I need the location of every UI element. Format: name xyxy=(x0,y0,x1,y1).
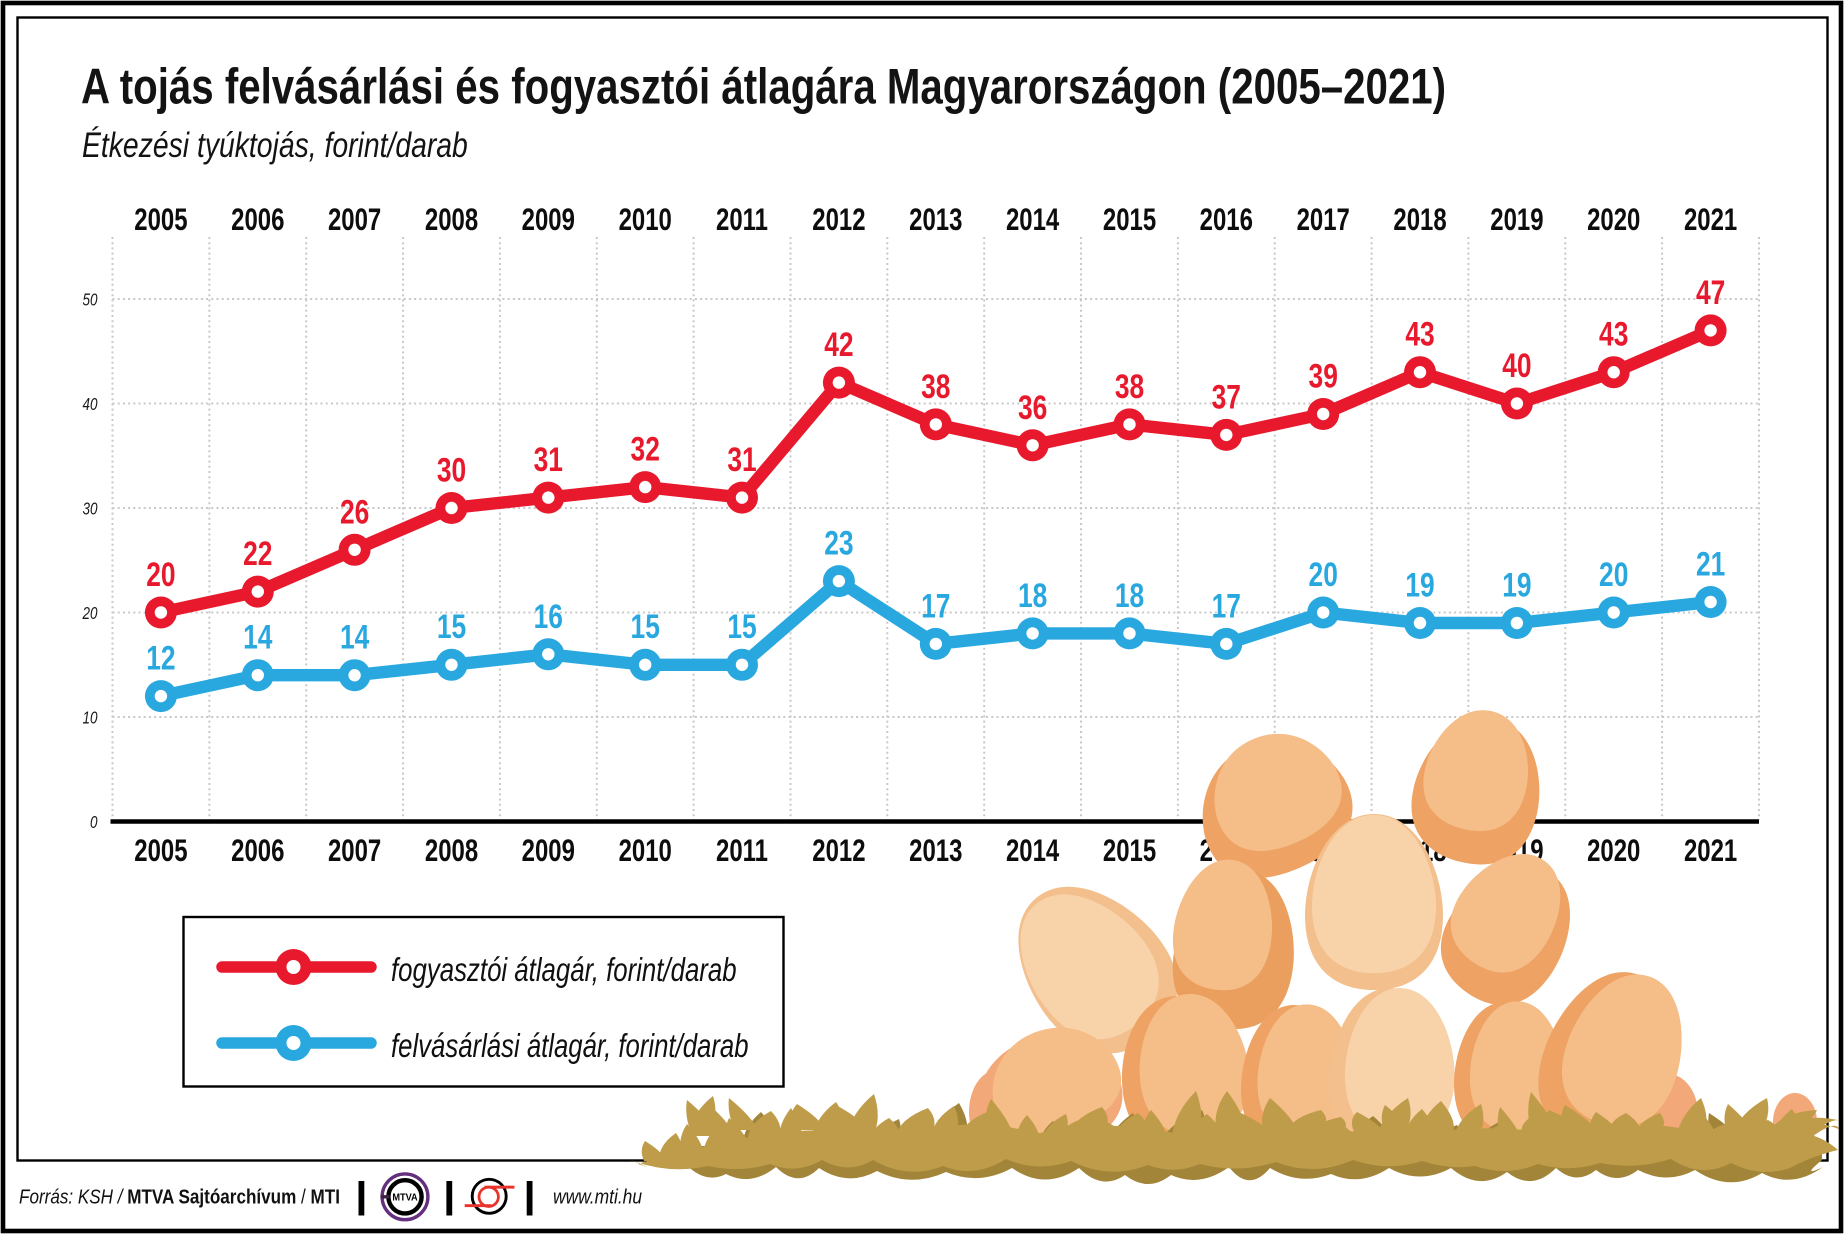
svg-text:felvásárlási átlagár, forint/d: felvásárlási átlagár, forint/darab xyxy=(391,1028,749,1065)
svg-text:0: 0 xyxy=(90,813,98,832)
svg-text:2020: 2020 xyxy=(1587,202,1640,237)
svg-text:22: 22 xyxy=(243,536,272,573)
svg-text:A tojás felvásárlási és fogyas: A tojás felvásárlási és fogyasztói átlag… xyxy=(81,58,1446,114)
svg-text:18: 18 xyxy=(1018,578,1047,615)
svg-text:40: 40 xyxy=(1502,348,1531,385)
svg-text:2006: 2006 xyxy=(231,202,284,237)
svg-text:2010: 2010 xyxy=(619,833,672,868)
svg-text:31: 31 xyxy=(534,442,563,479)
svg-text:2010: 2010 xyxy=(619,202,672,237)
svg-text:30: 30 xyxy=(437,453,466,490)
svg-text:2018: 2018 xyxy=(1393,202,1446,237)
svg-text:2012: 2012 xyxy=(812,833,865,868)
svg-text:www.mti.hu: www.mti.hu xyxy=(553,1186,642,1209)
svg-text:15: 15 xyxy=(437,609,466,646)
svg-text:2009: 2009 xyxy=(522,833,575,868)
svg-text:2015: 2015 xyxy=(1103,202,1156,237)
svg-text:MTVA: MTVA xyxy=(392,1192,417,1203)
svg-text:2011: 2011 xyxy=(716,202,768,237)
svg-text:2017: 2017 xyxy=(1297,202,1350,237)
svg-text:19: 19 xyxy=(1502,568,1531,605)
svg-text:2020: 2020 xyxy=(1587,833,1640,868)
svg-text:38: 38 xyxy=(921,369,950,406)
svg-text:2014: 2014 xyxy=(1006,202,1060,237)
svg-text:32: 32 xyxy=(631,432,660,469)
svg-text:2007: 2007 xyxy=(328,202,381,237)
svg-text:Étkezési tyúktojás, forint/dar: Étkezési tyúktojás, forint/darab xyxy=(82,125,468,165)
svg-text:2021: 2021 xyxy=(1684,833,1737,868)
svg-text:31: 31 xyxy=(727,442,756,479)
svg-text:2013: 2013 xyxy=(909,202,962,237)
svg-text:39: 39 xyxy=(1309,359,1338,396)
svg-text:43: 43 xyxy=(1599,317,1628,354)
svg-text:15: 15 xyxy=(727,609,756,646)
svg-text:38: 38 xyxy=(1115,369,1144,406)
svg-text:42: 42 xyxy=(824,327,853,364)
svg-text:23: 23 xyxy=(824,526,853,563)
svg-text:2007: 2007 xyxy=(328,833,381,868)
svg-text:40: 40 xyxy=(82,395,97,414)
svg-text:30: 30 xyxy=(82,500,97,519)
svg-text:20: 20 xyxy=(1309,557,1338,594)
svg-text:26: 26 xyxy=(340,494,369,531)
svg-text:19: 19 xyxy=(1405,568,1434,605)
svg-text:2006: 2006 xyxy=(231,833,284,868)
svg-text:20: 20 xyxy=(82,604,98,623)
svg-text:37: 37 xyxy=(1212,379,1241,416)
svg-text:2016: 2016 xyxy=(1200,202,1253,237)
svg-text:2011: 2011 xyxy=(716,833,768,868)
svg-text:2005: 2005 xyxy=(134,833,187,868)
svg-text:2008: 2008 xyxy=(425,833,478,868)
svg-text:20: 20 xyxy=(146,557,175,594)
svg-text:2019: 2019 xyxy=(1490,202,1543,237)
svg-text:fogyasztói átlagár, forint/dar: fogyasztói átlagár, forint/darab xyxy=(391,952,737,989)
svg-text:14: 14 xyxy=(243,620,272,657)
svg-text:17: 17 xyxy=(921,588,950,625)
svg-text:2013: 2013 xyxy=(909,833,962,868)
svg-text:2015: 2015 xyxy=(1103,833,1156,868)
svg-text:21: 21 xyxy=(1696,547,1725,584)
svg-text:50: 50 xyxy=(82,291,97,310)
svg-text:47: 47 xyxy=(1696,275,1725,312)
svg-text:15: 15 xyxy=(631,609,660,646)
svg-text:2008: 2008 xyxy=(425,202,478,237)
svg-text:2021: 2021 xyxy=(1684,202,1737,237)
svg-text:16: 16 xyxy=(534,599,563,636)
svg-text:18: 18 xyxy=(1115,578,1144,615)
svg-text:2014: 2014 xyxy=(1006,833,1060,868)
svg-text:20: 20 xyxy=(1599,557,1628,594)
svg-text:43: 43 xyxy=(1405,317,1434,354)
svg-text:10: 10 xyxy=(82,709,97,728)
svg-text:36: 36 xyxy=(1018,390,1047,427)
svg-text:14: 14 xyxy=(340,620,369,657)
svg-text:2005: 2005 xyxy=(134,202,187,237)
svg-text:2012: 2012 xyxy=(812,202,865,237)
svg-text:17: 17 xyxy=(1212,588,1241,625)
svg-text:Forrás: KSH / MTVA Sajtóarchív: Forrás: KSH / MTVA Sajtóarchívum / MTI xyxy=(19,1185,340,1208)
svg-text:2009: 2009 xyxy=(522,202,575,237)
svg-text:12: 12 xyxy=(146,641,175,678)
